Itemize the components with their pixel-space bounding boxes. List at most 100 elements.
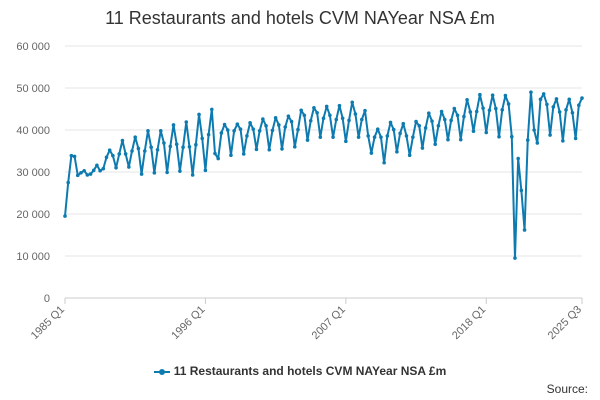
data-point (181, 145, 185, 150)
data-point (216, 156, 220, 161)
data-point (423, 126, 428, 130)
data-point (490, 93, 495, 97)
data-point (328, 113, 332, 118)
data-point (471, 129, 476, 134)
series-layer (63, 90, 584, 260)
data-point (516, 156, 520, 161)
axes: 0 10 000 20 000 30 000 40 000 50 000 60 000 198… (16, 41, 584, 342)
data-point (82, 168, 86, 173)
data-point (500, 108, 505, 112)
data-point (548, 133, 552, 137)
data-point (190, 173, 195, 177)
data-point (398, 131, 402, 136)
data-point (462, 114, 466, 119)
data-point (312, 105, 316, 110)
data-point (286, 114, 291, 118)
legend-label: 11 Restaurants and hotels CVM NAYear NSA… (173, 364, 447, 378)
data-point (130, 149, 134, 153)
data-point (267, 147, 272, 152)
legend[interactable]: 11 Restaurants and hotels CVM NAYear NSA… (0, 364, 600, 378)
data-point (277, 123, 281, 127)
data-point (331, 135, 335, 139)
data-point (101, 166, 106, 171)
data-point (200, 136, 205, 141)
data-point (152, 171, 157, 175)
data-point (283, 125, 288, 129)
data-point (557, 110, 562, 114)
data-point (111, 153, 115, 158)
data-point (146, 129, 150, 133)
data-point (522, 228, 527, 232)
data-point (519, 188, 524, 193)
data-point (91, 168, 96, 173)
data-point (391, 127, 396, 132)
data-point (270, 128, 275, 133)
source-label: Source: (546, 382, 588, 396)
data-point (337, 103, 342, 108)
data-point (235, 122, 240, 126)
data-point (529, 90, 533, 94)
data-point (324, 104, 329, 109)
x-tick-label: 1996 Q1 (169, 304, 207, 342)
data-point (75, 173, 80, 178)
data-point (334, 117, 339, 122)
data-point (133, 135, 138, 139)
data-point (139, 172, 144, 176)
data-point (178, 169, 182, 173)
data-point (430, 119, 434, 123)
data-point (360, 117, 364, 122)
data-point (478, 92, 482, 97)
data-point (194, 142, 198, 147)
data-point (513, 256, 517, 260)
data-point (219, 131, 224, 135)
data-point (251, 127, 256, 131)
data-point (213, 151, 217, 156)
data-point (261, 117, 265, 121)
data-point (545, 102, 549, 107)
data-point (375, 127, 380, 131)
x-tick-label: 1985 Q1 (29, 304, 67, 342)
data-point (538, 97, 543, 102)
data-point (95, 163, 99, 168)
data-point (497, 134, 501, 139)
data-point (487, 108, 492, 113)
data-point (158, 129, 163, 133)
y-tick-label: 60 000 (16, 41, 50, 53)
data-point (411, 135, 415, 139)
data-point (222, 122, 227, 127)
y-tick-label: 10 000 (16, 251, 50, 263)
data-point (305, 138, 310, 142)
data-point (257, 129, 262, 133)
data-point (85, 173, 90, 177)
x-tick-label: 2025 Q3 (546, 304, 584, 342)
data-point (187, 145, 192, 149)
data-point (168, 144, 173, 149)
y-tick-label: 30 000 (16, 167, 50, 179)
data-point (494, 106, 498, 111)
data-point (149, 145, 153, 150)
y-tick-label: 20 000 (16, 209, 50, 221)
data-point (449, 118, 453, 123)
data-point (245, 134, 249, 138)
data-point (350, 100, 355, 105)
data-point (363, 108, 367, 113)
data-point (503, 93, 508, 98)
data-point (248, 121, 252, 125)
data-point (366, 134, 370, 138)
data-point (458, 137, 463, 142)
data-point (433, 142, 438, 147)
data-point (203, 168, 208, 173)
data-point (72, 154, 77, 159)
data-point (567, 97, 572, 102)
data-point (206, 132, 211, 137)
data-point (321, 116, 326, 121)
x-tick-label: 2007 Q1 (310, 304, 348, 342)
data-point (382, 160, 386, 165)
data-point (509, 134, 514, 139)
data-point (120, 138, 125, 143)
data-point (564, 108, 568, 112)
data-point (580, 96, 584, 100)
data-point (414, 119, 418, 124)
legend-line-marker-icon (153, 368, 170, 375)
